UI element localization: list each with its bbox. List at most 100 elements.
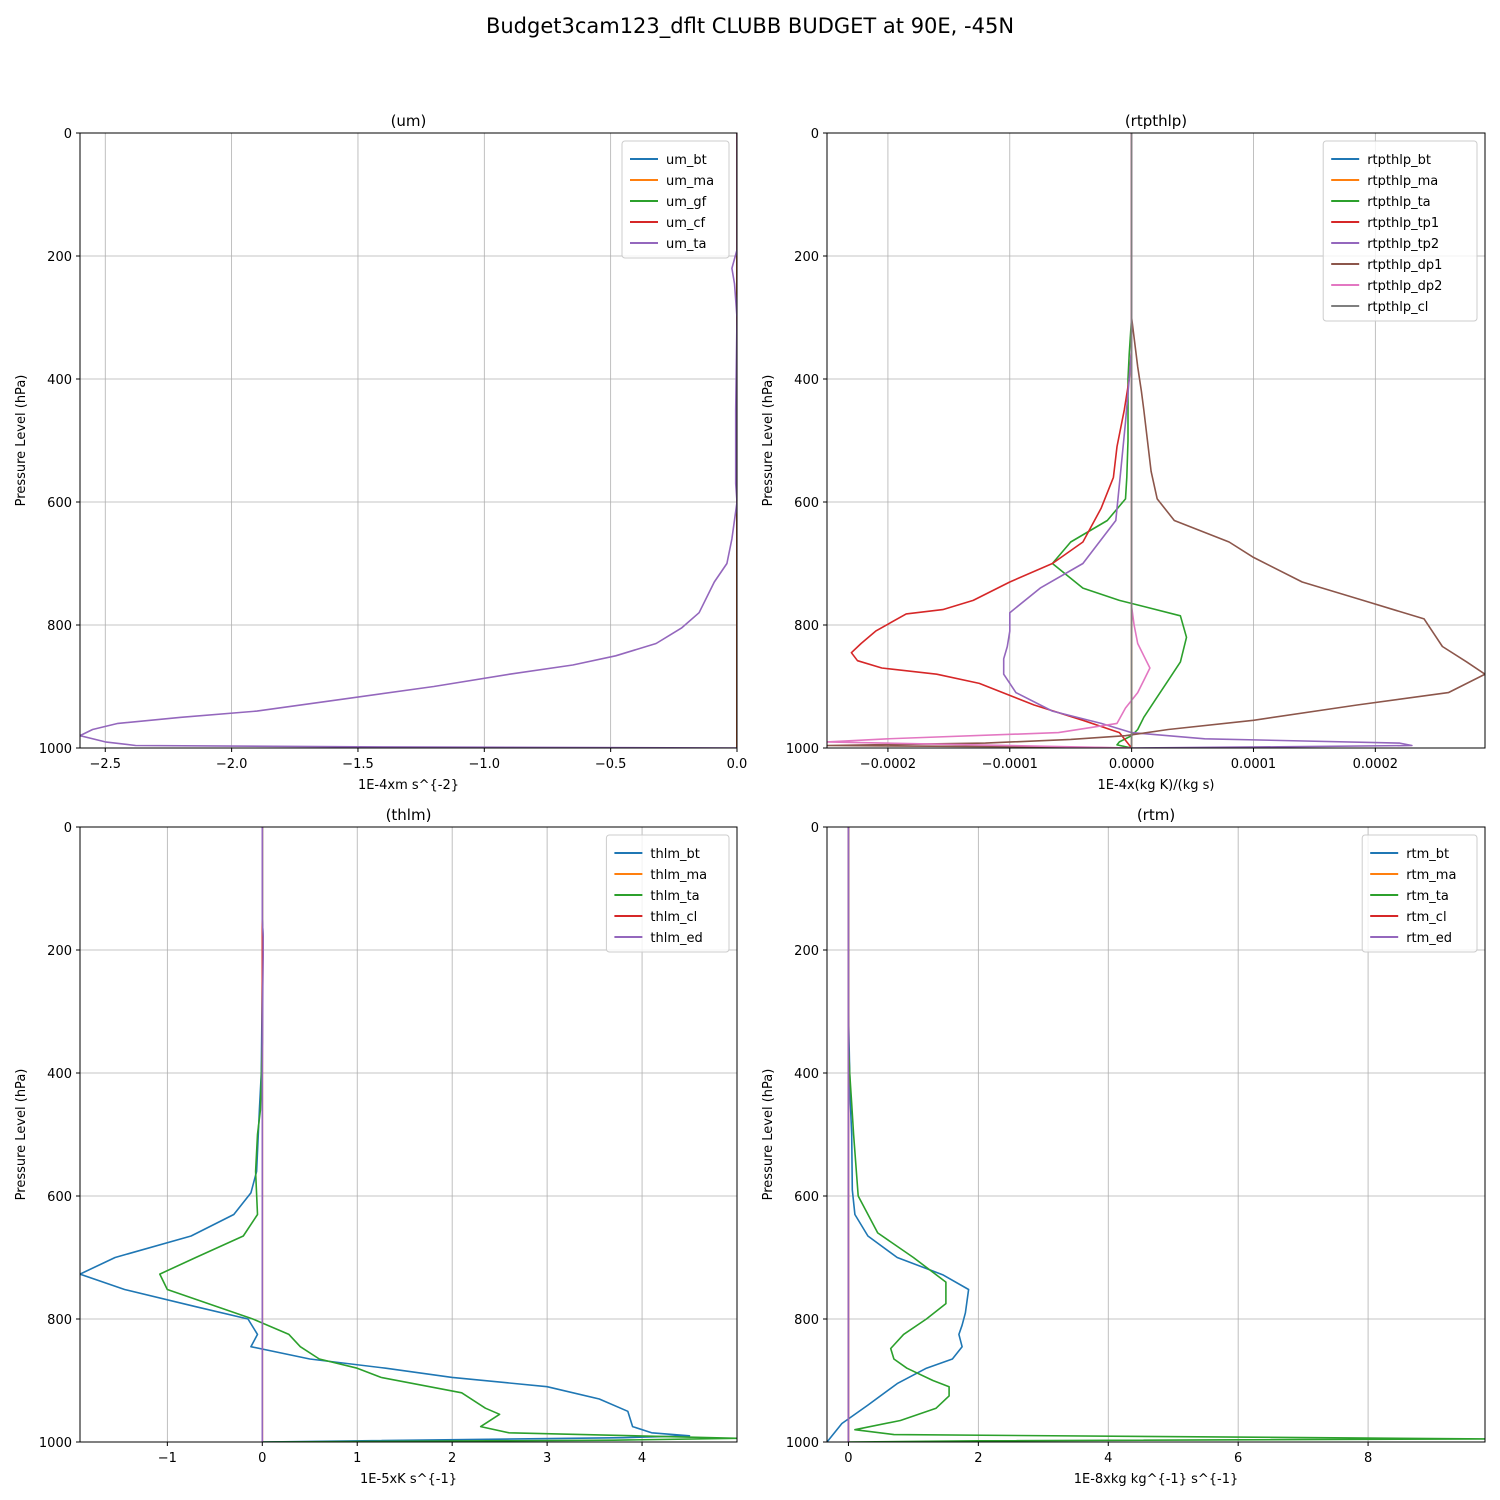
axes-frame [79, 826, 738, 1443]
x-tick-label: 2 [448, 1451, 456, 1466]
series-line-rtm_ta [847, 827, 1485, 1442]
x-tick-label: 0 [844, 1451, 852, 1466]
legend-entry: rtpthlp_bt [1367, 153, 1431, 168]
x-tick-label: 1 [353, 1451, 361, 1466]
legend-entry: thlm_cl [650, 910, 697, 925]
y-tick-label: 200 [47, 250, 72, 265]
legend-entry: rtm_ma [1406, 868, 1456, 883]
legend-entry: rtpthlp_ma [1367, 174, 1438, 189]
y-tick-label: 800 [47, 1313, 72, 1328]
x-axis-label: 1E-4xm s^{-2} [358, 778, 459, 793]
series-line-thlm_bt [80, 827, 691, 1442]
legend-entry: rtpthlp_ta [1367, 195, 1430, 210]
axes-frame [826, 132, 1486, 749]
series-line-thlm_ta [159, 827, 737, 1442]
series-line-rtpthlp_ta [1051, 133, 1188, 748]
x-tick-label: 0.0002 [1353, 757, 1399, 772]
x-tick-label: −1 [158, 1451, 177, 1466]
legend-entry: rtpthlp_cl [1367, 300, 1428, 315]
y-tick-label: 1000 [786, 1436, 819, 1451]
figure-title: Budget3cam123_dflt CLUBB BUDGET at 90E, … [485, 14, 1015, 38]
series-group [827, 827, 1485, 1442]
x-tick-label: 0.0001 [1231, 757, 1277, 772]
legend-box [1322, 140, 1478, 322]
legend-entry: rtm_cl [1406, 910, 1446, 925]
series-line-rtpthlp_tp1 [850, 133, 1133, 748]
series-group [80, 827, 737, 1442]
x-tick-label: 6 [1234, 1451, 1242, 1466]
x-tick-label: −2.5 [89, 757, 121, 772]
panel-title: (rtm) [1137, 806, 1175, 824]
panel-0: −2.5 −2.0 −1.5 −1.0 −0.5 0.0 0 200 400 600 800 1000… [14, 112, 747, 793]
y-tick-label: 800 [47, 619, 72, 634]
legend-entry: um_gf [666, 195, 707, 210]
legend-entry: rtpthlp_dp2 [1367, 279, 1442, 294]
y-axis-label: Pressure Level (hPa) [14, 375, 29, 507]
y-tick-label: 600 [794, 496, 819, 511]
panel-title: (um) [391, 112, 427, 130]
legend-entry: thlm_ma [650, 868, 707, 883]
series-line-thlm_ed [261, 827, 265, 1442]
panel-1: −0.0002 −0.0001 0.0000 0.0001 0.0002 0 200 400 6… [761, 112, 1486, 793]
y-tick-label: 600 [47, 1190, 72, 1205]
y-tick-label: 400 [47, 1067, 72, 1082]
panel-3: 0 2 4 6 8 0 200 400 600 800 1000 (rtm) 1E-8xkg kg^{-… [761, 806, 1486, 1487]
x-tick-label: 0.0 [727, 757, 748, 772]
axes-frame [826, 826, 1486, 1443]
series-group [827, 133, 1485, 748]
y-tick-label: 1000 [39, 1436, 72, 1451]
y-tick-label: 200 [794, 250, 819, 265]
legend: thlm_bt thlm_ma thlm_ta thlm_cl thlm_ed [605, 834, 730, 953]
legend-entry: thlm_ta [650, 889, 699, 904]
y-tick-label: 800 [794, 1313, 819, 1328]
legend-entry: rtpthlp_dp1 [1367, 258, 1442, 273]
legend-box [621, 140, 730, 259]
x-tick-label: 3 [543, 1451, 551, 1466]
x-tick-label: −1.0 [469, 757, 501, 772]
legend-entry: um_ma [666, 174, 714, 189]
axes-frame [79, 132, 738, 749]
y-tick-label: 0 [811, 821, 819, 836]
panel-title: (thlm) [386, 806, 432, 824]
x-axis-label: 1E-4x(kg K)/(kg s) [1098, 778, 1215, 793]
y-axis-label: Pressure Level (hPa) [14, 1069, 29, 1201]
panel-title: (rtpthlp) [1125, 112, 1187, 130]
y-axis-label: Pressure Level (hPa) [761, 1069, 776, 1201]
x-tick-label: 4 [638, 1451, 646, 1466]
series-line-rtpthlp_dp2 [827, 133, 1151, 748]
y-tick-label: 600 [47, 496, 72, 511]
legend-entry: rtm_bt [1406, 847, 1449, 862]
series-line-um_ta [80, 133, 737, 748]
legend: um_bt um_ma um_gf um_cf um_ta [621, 140, 730, 259]
y-tick-label: 400 [47, 373, 72, 388]
series-line-rtpthlp_dp1 [827, 133, 1485, 748]
y-tick-label: 200 [47, 944, 72, 959]
y-tick-label: 1000 [39, 742, 72, 757]
legend-entry: rtm_ed [1406, 931, 1452, 946]
x-tick-label: −2.0 [216, 757, 248, 772]
x-tick-label: −0.0001 [982, 757, 1038, 772]
legend: rtpthlp_bt rtpthlp_ma rtpthlp_ta rtpthlp_tp… [1322, 140, 1478, 322]
x-tick-label: 2 [974, 1451, 982, 1466]
y-axis-label: Pressure Level (hPa) [761, 375, 776, 507]
legend-entry: um_cf [666, 216, 706, 231]
x-tick-label: −0.5 [595, 757, 627, 772]
y-tick-label: 1000 [786, 742, 819, 757]
y-tick-label: 0 [64, 127, 72, 142]
x-tick-label: −1.5 [342, 757, 374, 772]
y-tick-label: 200 [794, 944, 819, 959]
y-tick-label: 400 [794, 1067, 819, 1082]
x-tick-label: 8 [1364, 1451, 1372, 1466]
legend-box [605, 834, 730, 953]
series-line-rtm_bt [827, 827, 970, 1442]
y-tick-label: 800 [794, 619, 819, 634]
legend-entry: rtpthlp_tp2 [1367, 237, 1439, 252]
y-tick-label: 400 [794, 373, 819, 388]
x-axis-label: 1E-8xkg kg^{-1} s^{-1} [1074, 1472, 1239, 1487]
x-tick-label: 0.0000 [1109, 757, 1155, 772]
x-tick-label: −0.0002 [860, 757, 916, 772]
legend-entry: thlm_bt [650, 847, 699, 862]
panel-2: −1 0 1 2 3 4 0 200 400 600 800 1000 (thlm) 1E-5xK s^{… [14, 806, 738, 1487]
legend-entry: rtpthlp_tp1 [1367, 216, 1439, 231]
